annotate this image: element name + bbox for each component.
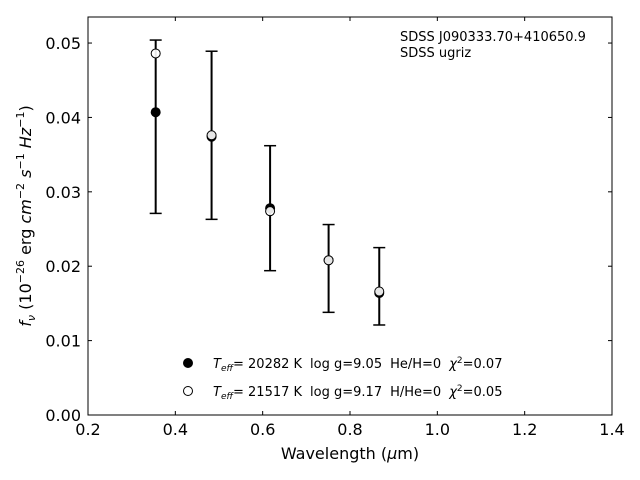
x-tick-label: 0.8 (337, 420, 362, 439)
x-tick-label: 1.4 (599, 420, 624, 439)
x-tick-label: 0.2 (75, 420, 100, 439)
point-model-open (206, 130, 217, 141)
y-tick-label: 0.05 (45, 34, 81, 53)
legend-marker-open (183, 386, 193, 396)
plot-area (87, 16, 613, 416)
point-model-open (265, 206, 276, 217)
point-model-filled (150, 107, 161, 118)
x-tick-label: 1.2 (512, 420, 537, 439)
annotation-filters: SDSS ugriz (400, 46, 471, 61)
y-tick-label: 0.04 (45, 108, 81, 127)
y-tick-label: 0.00 (45, 406, 81, 425)
axis-ticks: 0.2 0.4 0.6 0.8 1.0 1.2 1.4 0.00 0.01 0.02 0.03 0.0… (45, 17, 625, 439)
x-axis-label: Wavelength (μm) (281, 444, 419, 463)
point-model-open (374, 286, 385, 297)
x-tick-label: 0.6 (250, 420, 275, 439)
y-axis-label: fν (10−26 erg cm−2 s−1 Hz−1) (14, 105, 38, 326)
data-markers (150, 48, 385, 298)
y-tick-label: 0.01 (45, 332, 81, 351)
point-model-open (150, 48, 161, 59)
y-tick-label: 0.02 (45, 257, 81, 276)
legend-marker-filled (183, 358, 193, 368)
x-tick-label: 0.4 (163, 420, 188, 439)
annotation-object: SDSS J090333.70+410650.9 (400, 30, 586, 45)
point-model-open (323, 255, 334, 266)
y-tick-label: 0.03 (45, 183, 81, 202)
x-tick-label: 1.0 (425, 420, 450, 439)
